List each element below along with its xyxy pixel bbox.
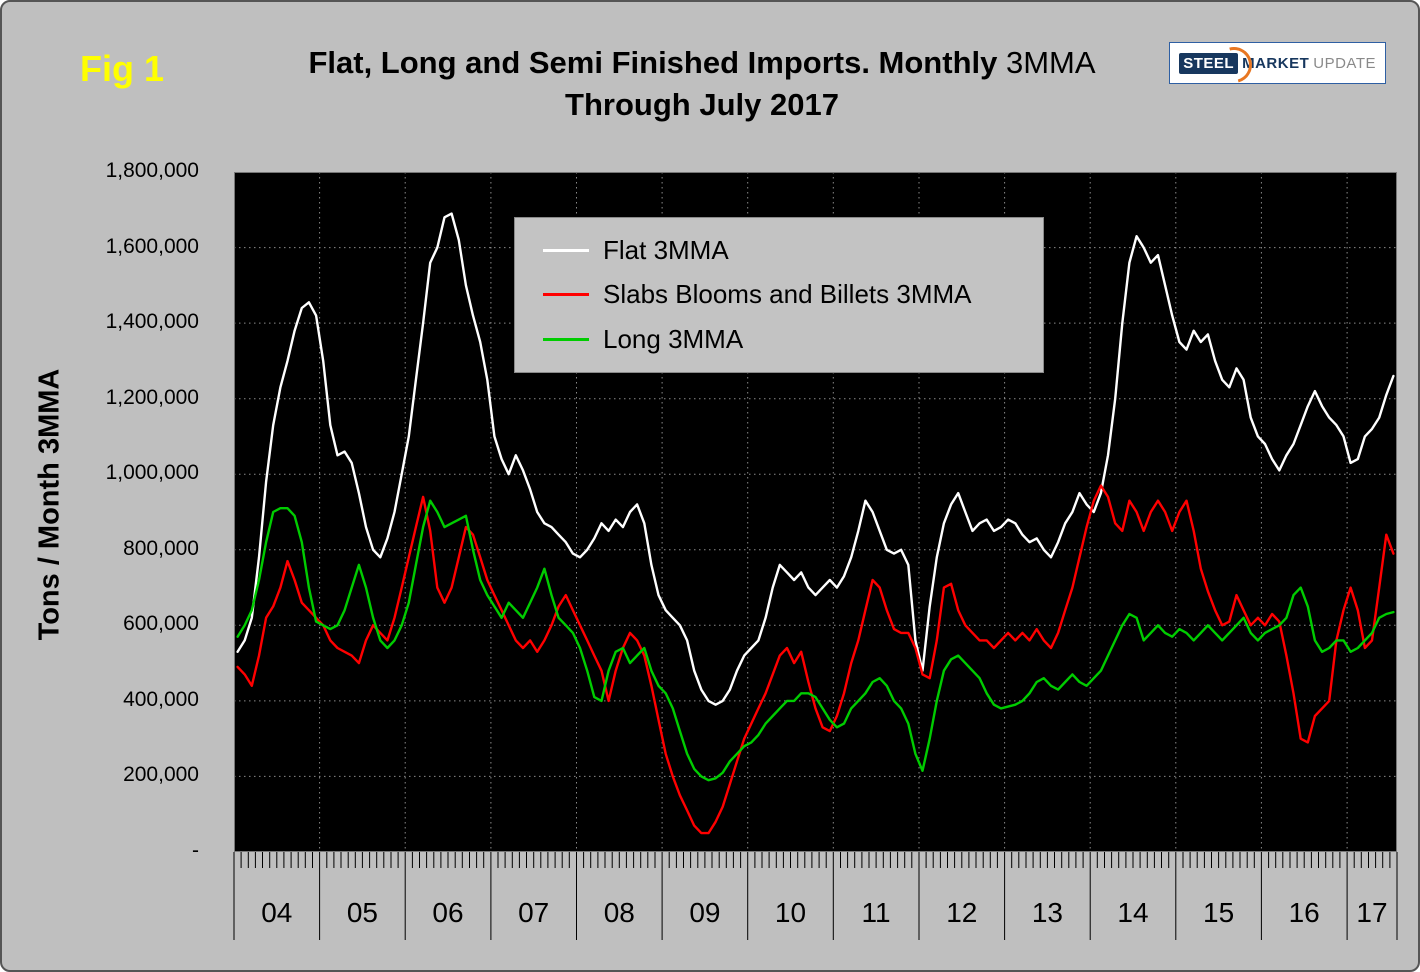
x-axis-year-label: 12 xyxy=(946,897,977,928)
x-axis-year-label: 08 xyxy=(604,897,635,928)
y-axis-tick-label: 200,000 xyxy=(123,763,199,787)
x-axis-year-label: 17 xyxy=(1356,897,1387,928)
legend-line-long xyxy=(543,338,589,342)
y-axis-tick-label: 400,000 xyxy=(123,687,199,711)
legend-line-flat xyxy=(543,248,589,252)
legend-item-long: Long 3MMA xyxy=(543,324,1043,355)
legend-label-long: Long 3MMA xyxy=(603,324,744,355)
legend-label-slabs: Slabs Blooms and Billets 3MMA xyxy=(603,279,972,310)
y-axis-tick-labels: 1,800,000 1,600,000 1,400,000 1,200,000 1,00… xyxy=(2,159,207,862)
chart-title-line1-suffix: 3MMA xyxy=(997,45,1096,80)
legend-item-slabs: Slabs Blooms and Billets 3MMA xyxy=(543,279,1043,310)
legend-item-flat: Flat 3MMA xyxy=(543,235,1043,266)
y-axis-tick-label: 1,800,000 xyxy=(105,159,199,182)
y-axis-tick-label: 1,000,000 xyxy=(105,461,199,485)
y-axis-tick-label: 1,600,000 xyxy=(105,234,199,258)
chart-title-line2: Through July 2017 xyxy=(565,86,839,122)
legend-line-slabs xyxy=(543,293,589,297)
logo-update-text: UPDATE xyxy=(1313,54,1376,72)
logo-steel-text: STEEL xyxy=(1179,52,1239,74)
y-axis-tick-label: 1,400,000 xyxy=(105,310,199,334)
x-axis-year-label: 13 xyxy=(1032,897,1063,928)
page-title: Flat, Long and Semi Finished Imports. Mo… xyxy=(182,42,1222,126)
y-axis-tick-label: 600,000 xyxy=(123,612,199,636)
x-axis-year-label: 10 xyxy=(775,897,806,928)
logo-market-text: MARKET xyxy=(1242,54,1310,72)
steel-market-update-logo: STEEL MARKET UPDATE xyxy=(1169,40,1386,90)
y-axis-tick-label: - xyxy=(192,839,199,862)
y-axis-tick-label: 1,200,000 xyxy=(105,385,199,409)
y-axis-tick-label: 800,000 xyxy=(123,536,199,560)
x-axis-year-label: 07 xyxy=(518,897,549,928)
x-axis-year-label: 05 xyxy=(347,897,378,928)
figure-number-label: Fig 1 xyxy=(80,48,165,89)
legend-label-flat: Flat 3MMA xyxy=(603,234,729,265)
chart-legend: Flat 3MMA Slabs Blooms and Billets 3MMA … xyxy=(514,217,1044,373)
x-axis-year-label: 04 xyxy=(261,897,292,928)
x-axis-year-label: 14 xyxy=(1117,897,1148,928)
chart-title-line1-bold: Flat, Long and Semi Finished Imports. Mo… xyxy=(308,45,998,80)
chart-title-line1: Flat, Long and Semi Finished Imports. Mo… xyxy=(182,42,1222,84)
x-axis-year-label: 11 xyxy=(862,897,891,928)
x-axis-year-label: 06 xyxy=(432,897,463,928)
x-axis-year-label: 16 xyxy=(1289,897,1320,928)
x-axis-year-label: 09 xyxy=(689,897,720,928)
x-axis-year-label: 15 xyxy=(1203,897,1234,928)
